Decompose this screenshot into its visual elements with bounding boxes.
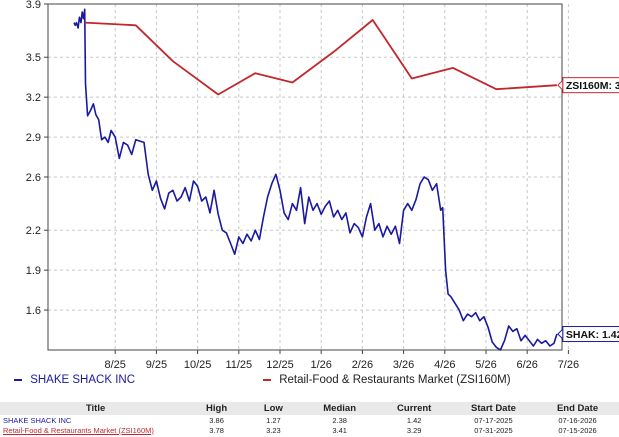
legend-swatch-retail-food (263, 378, 271, 381)
series (73, 8, 558, 351)
x-tick-label: 7/26 (558, 359, 579, 371)
end-label-text: ZSI160M: 3.29 (566, 80, 619, 92)
cell-low: 3.23 (266, 425, 281, 435)
end-label-box (562, 77, 619, 94)
header-current: Current (377, 402, 451, 415)
x-tick-label: 5/26 (475, 359, 496, 371)
cell-median: 2.38 (332, 415, 347, 425)
header-low: Low (244, 402, 302, 415)
end-label-pointer (557, 78, 564, 92)
y-tick-label: 3.9 (26, 0, 41, 11)
cell-current: 3.29 (406, 425, 422, 435)
cell-end-date: 07-16-2026 (558, 415, 597, 425)
y-tick-label: 2.9 (26, 132, 41, 144)
end-label-shak: SHAK: 1.42 (557, 326, 619, 343)
legend-item-shake-shack: SHAKE SHACK INC (14, 374, 135, 386)
legend-label-shake-shack: SHAKE SHACK INC (30, 374, 136, 386)
plot-frame (47, 3, 563, 351)
end-label-box (562, 326, 619, 343)
legend-swatch-shake-shack (14, 378, 22, 381)
table-row: SHAKE SHACK INC 3.86 1.27 2.38 1.42 07-1… (0, 415, 619, 425)
end-label-zsi160m: ZSI160M: 3.29 (557, 77, 619, 94)
y-tick-label: 1.6 (26, 305, 41, 317)
header-title: Title (0, 402, 189, 415)
summary-table: Title High Low Median Current Start Date… (0, 402, 619, 435)
y-axis: 1.6 1.9 2.2 2.6 2.9 3.2 3.5 3.9 (26, 0, 48, 317)
cell-title[interactable]: SHAKE SHACK INC (3, 415, 72, 425)
x-tick-label: 1/26 (310, 359, 331, 371)
cell-median: 3.41 (332, 425, 347, 435)
end-labels: SHAK: 1.42 ZSI160M: 3.29 (557, 77, 619, 343)
y-tick-label: 2.2 (26, 225, 41, 237)
series-line-shake-shack (73, 8, 558, 351)
table-row: Retail-Food & Restaurants Market (ZSI160… (0, 425, 619, 435)
cell-start-date: 07-17-2025 (474, 415, 513, 425)
x-tick-label: 6/26 (516, 359, 537, 371)
cell-title[interactable]: Retail-Food & Restaurants Market (ZSI160… (3, 425, 154, 435)
x-tick-label: 12/25 (266, 359, 294, 371)
x-tick-label: 3/26 (393, 359, 414, 371)
x-tick-label: 10/25 (184, 359, 212, 371)
x-tick-label: 11/25 (225, 359, 252, 371)
cell-high: 3.78 (209, 425, 224, 435)
y-tick-label: 2.6 (26, 172, 41, 184)
cell-current: 1.42 (406, 415, 422, 425)
header-start-date: Start Date (450, 402, 537, 415)
cell-low: 1.27 (266, 415, 281, 425)
end-label-pointer (557, 327, 564, 341)
header-end-date: End Date (536, 402, 619, 415)
table-header-row: Title High Low Median Current Start Date… (0, 402, 619, 415)
cell-end-date: 07-15-2026 (558, 425, 597, 435)
cell-start-date: 07-31-2025 (474, 425, 513, 435)
legend-label-retail-food: Retail-Food & Restaurants Market (ZSI160… (279, 374, 511, 386)
cell-high: 3.86 (209, 415, 224, 425)
x-tick-label: 4/26 (434, 359, 455, 371)
legend-item-retail-food: Retail-Food & Restaurants Market (ZSI160… (263, 374, 511, 386)
x-tick-label: 2/26 (352, 359, 373, 371)
series-line-retail-food (84, 19, 557, 96)
grid (48, 3, 569, 350)
header-high: High (188, 402, 245, 415)
end-label-text: SHAK: 1.42 (566, 329, 619, 341)
y-tick-label: 3.2 (26, 92, 41, 104)
x-tick-label: 9/25 (146, 359, 167, 371)
y-tick-label: 1.9 (26, 265, 41, 277)
y-tick-label: 3.5 (26, 52, 41, 64)
x-axis: 8/25 9/25 10/25 11/25 12/25 1/26 2/26 3/26 4/26 5… (104, 350, 579, 371)
header-median: Median (301, 402, 378, 415)
x-tick-label: 8/25 (104, 359, 125, 371)
